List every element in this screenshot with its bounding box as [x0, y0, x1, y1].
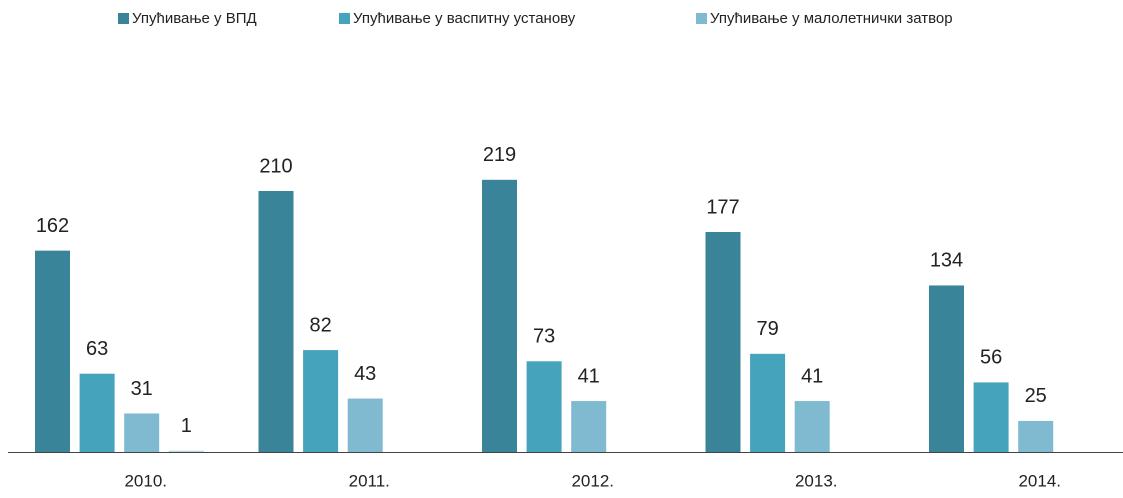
x-tick-label: 2010. [124, 471, 167, 490]
legend-label: Упућивање у васпитну установу [353, 10, 576, 27]
legend-swatch [339, 13, 350, 24]
bar [526, 361, 562, 452]
value-label: 79 [756, 318, 778, 340]
x-tick-label: 2014. [1018, 471, 1061, 490]
value-label: 219 [483, 144, 516, 166]
value-label: 31 [131, 378, 153, 400]
bar [750, 353, 786, 452]
legend-label: Упућивање у ВПД [132, 10, 257, 27]
bar [794, 401, 830, 452]
x-tick-label: 2012. [571, 471, 614, 490]
value-label: 73 [533, 326, 555, 348]
value-label: 134 [930, 250, 963, 272]
value-label: 63 [86, 338, 108, 360]
bar [705, 232, 741, 452]
bar [168, 450, 204, 453]
legend-swatch [118, 13, 129, 24]
bar [571, 401, 607, 452]
value-label: 177 [706, 196, 739, 218]
legend-swatch [696, 13, 707, 24]
value-label: 1 [181, 415, 192, 437]
bar [482, 179, 517, 453]
bar [303, 350, 339, 452]
x-tick-label: 2011. [349, 471, 390, 490]
bar [124, 413, 160, 452]
value-label: 210 [259, 155, 292, 177]
value-label: 162 [36, 215, 69, 237]
bar [258, 191, 294, 452]
bar [929, 285, 964, 452]
legend-label: Упућивање у малолетнички затвор [710, 10, 953, 27]
value-label: 43 [354, 363, 376, 385]
bar [347, 398, 383, 452]
value-label: 25 [1025, 385, 1047, 407]
x-tick-label: 2013. [795, 471, 838, 490]
bar [973, 382, 1009, 452]
bar [35, 250, 70, 452]
bar [79, 373, 115, 452]
value-label: 41 [801, 365, 823, 387]
value-label: 82 [309, 314, 331, 336]
value-label: 41 [578, 365, 600, 387]
value-label: 56 [980, 347, 1002, 369]
bar [1018, 420, 1054, 452]
